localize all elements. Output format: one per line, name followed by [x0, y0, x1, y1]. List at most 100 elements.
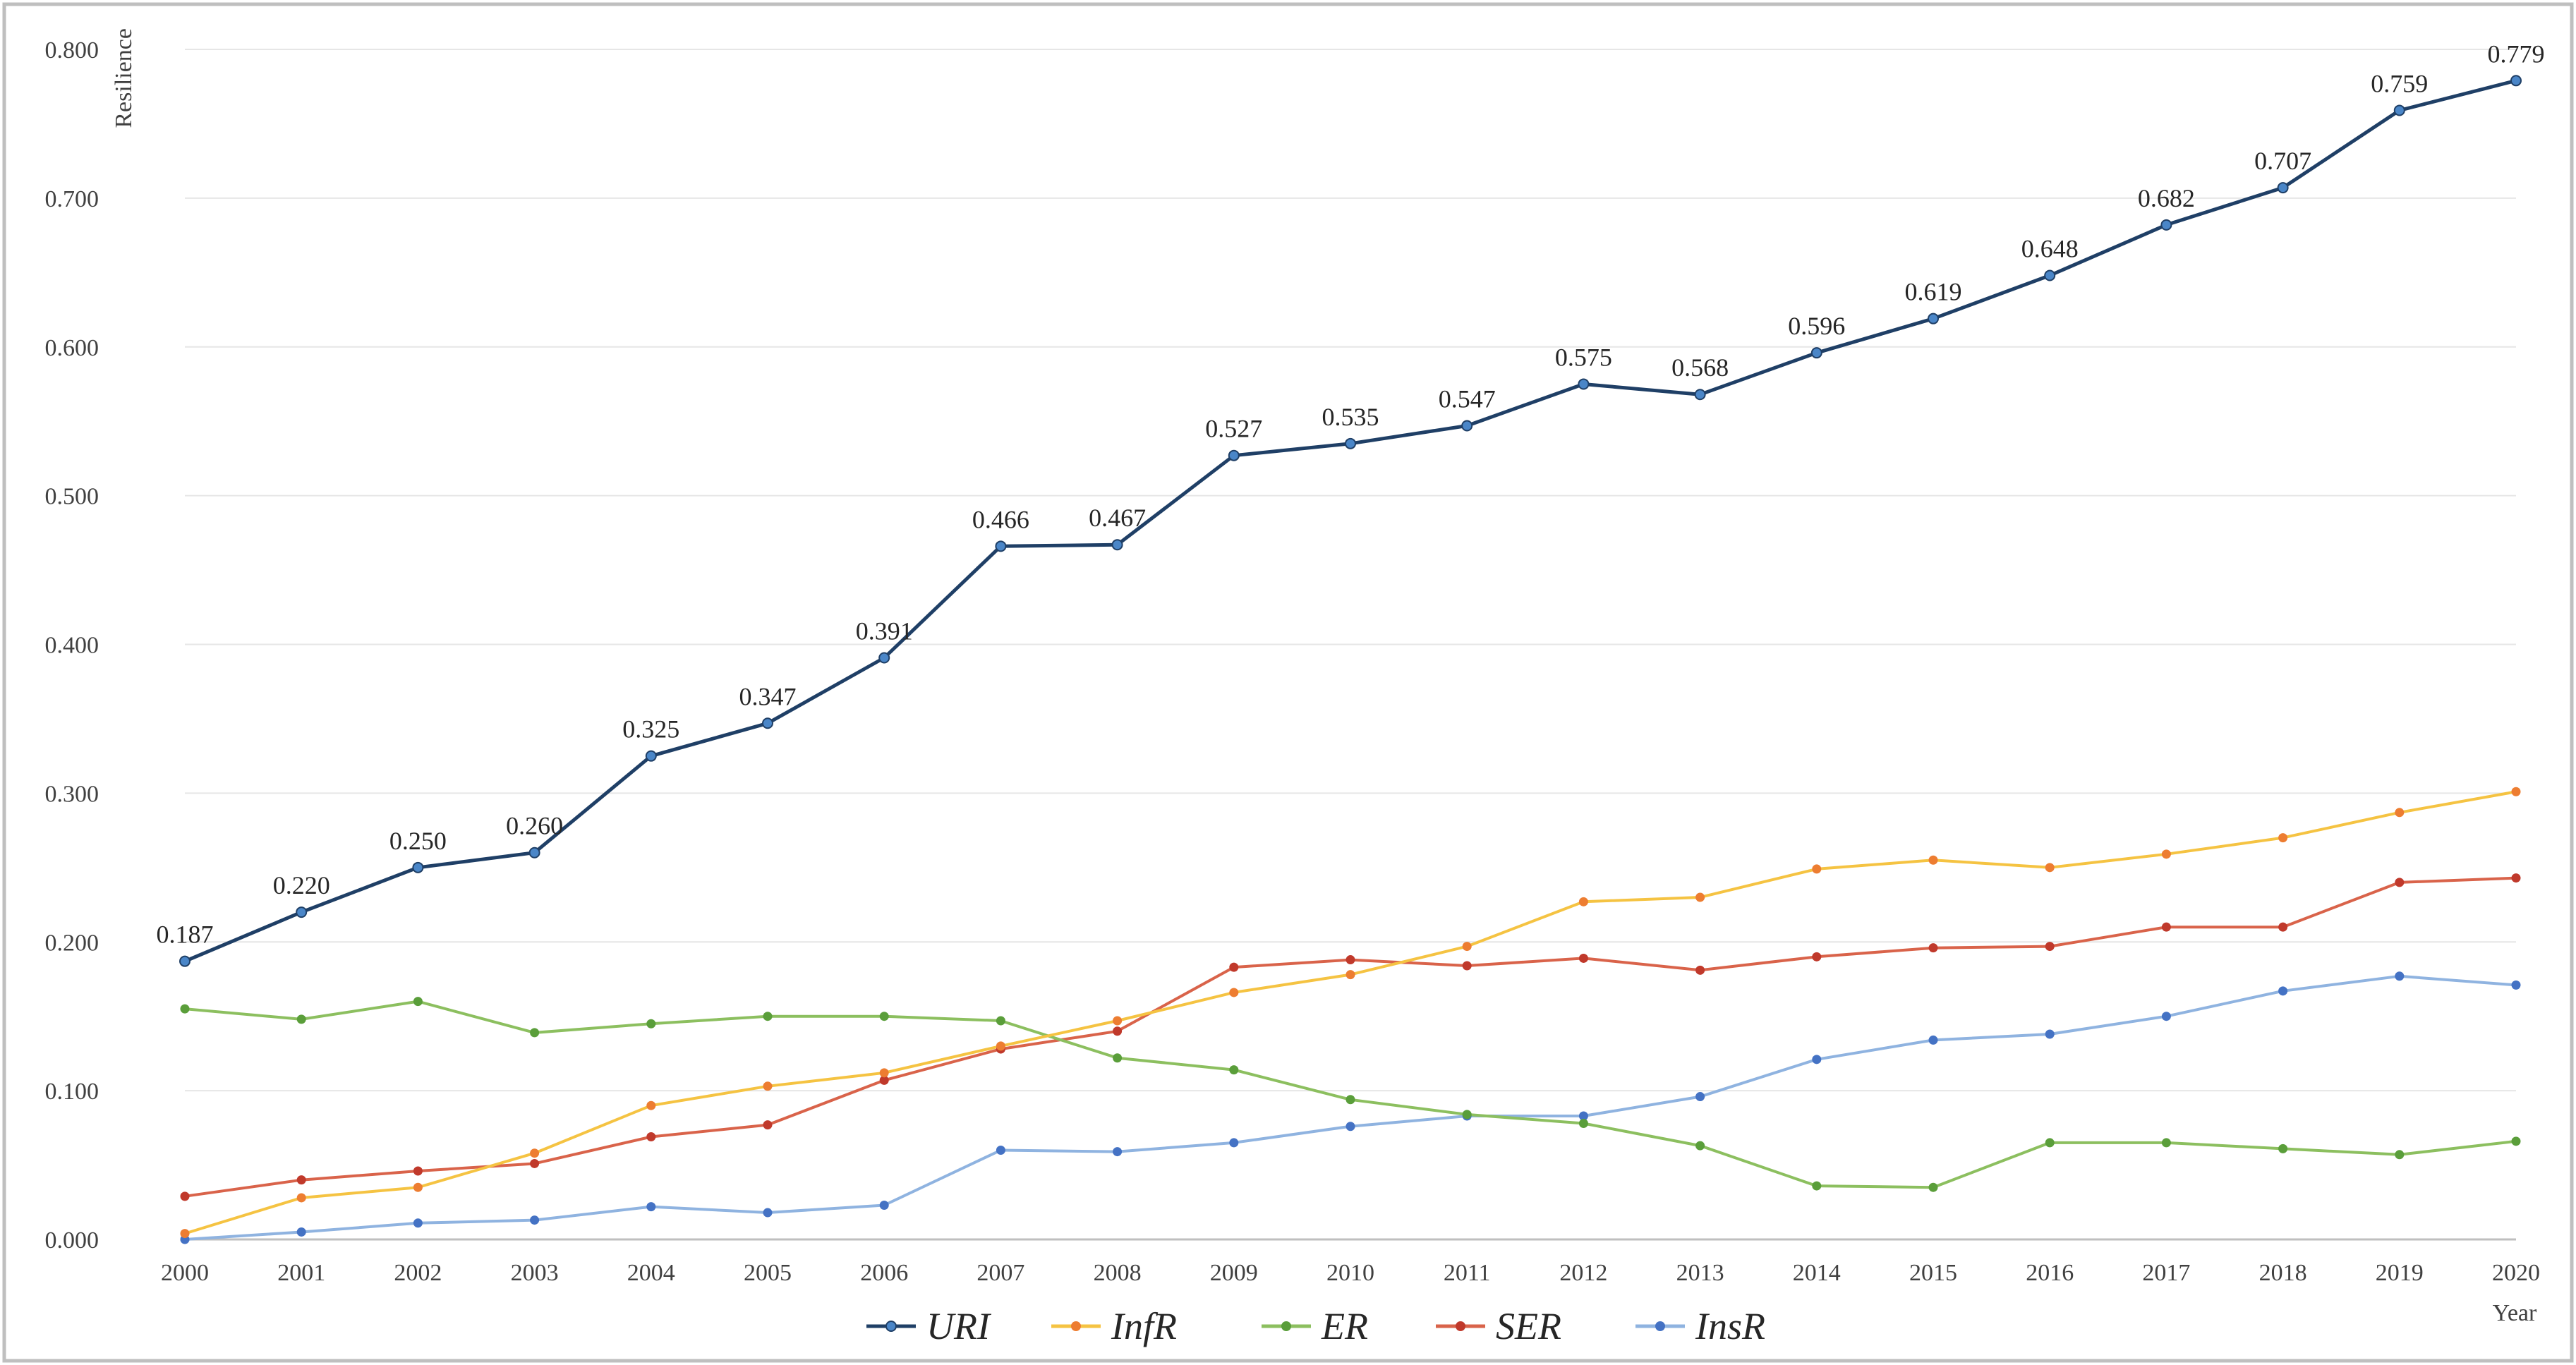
- point-uri-2000: [179, 955, 191, 967]
- x-tick-label: 2010: [1326, 1260, 1374, 1286]
- point-er-2011: [1462, 1110, 1472, 1120]
- point-infr-2012: [1578, 897, 1588, 906]
- data-label-uri-2005: 0.347: [739, 682, 797, 710]
- point-insr-2018: [2278, 986, 2288, 996]
- data-label-uri-2014: 0.596: [1788, 312, 1845, 340]
- data-label-uri-2004: 0.325: [622, 715, 679, 744]
- point-ser-2000: [180, 1191, 190, 1201]
- point-er-2017: [2161, 1138, 2171, 1148]
- point-ser-2019: [2395, 878, 2405, 887]
- data-label-uri-2013: 0.568: [1671, 353, 1729, 382]
- point-infr-2017: [2161, 849, 2171, 859]
- x-tick-label: 2013: [1676, 1260, 1724, 1286]
- point-uri-2018: [2277, 182, 2289, 194]
- point-uri-2013: [1694, 389, 1706, 401]
- x-tick-label: 2007: [976, 1260, 1024, 1286]
- point-insr-2009: [1229, 1138, 1239, 1148]
- legend-label-uri: URI: [926, 1305, 992, 1347]
- y-tick-label: 0.200: [45, 930, 99, 956]
- point-insr-2020: [2511, 980, 2521, 990]
- point-infr-2010: [1346, 970, 1355, 980]
- point-insr-2006: [879, 1200, 889, 1210]
- legend-marker-uri: [885, 1321, 897, 1332]
- data-label-uri-2020: 0.779: [2488, 40, 2545, 68]
- point-insr-2007: [996, 1145, 1005, 1155]
- x-tick-label: 2014: [1793, 1260, 1841, 1286]
- point-infr-2009: [1229, 988, 1239, 997]
- point-infr-2013: [1695, 892, 1705, 902]
- point-er-2013: [1695, 1141, 1705, 1151]
- data-label-uri-2018: 0.707: [2254, 147, 2311, 175]
- point-ser-2005: [763, 1120, 773, 1130]
- point-insr-2004: [646, 1202, 656, 1212]
- data-label-uri-2000: 0.187: [157, 921, 214, 949]
- x-axis-title: Year: [2493, 1300, 2537, 1326]
- x-tick-label: 2016: [2026, 1260, 2074, 1286]
- axes: 0.000 0.100 0.200 0.300 0.400 0.500 0.600 0.700…: [45, 37, 2541, 1286]
- x-tick-label: 2017: [2142, 1260, 2190, 1286]
- point-er-2020: [2511, 1136, 2521, 1146]
- point-insr-2016: [2045, 1029, 2055, 1039]
- point-ser-2008: [1113, 1026, 1123, 1036]
- point-ser-2020: [2511, 873, 2521, 883]
- point-er-2012: [1578, 1119, 1588, 1129]
- point-uri-2009: [1228, 449, 1240, 461]
- x-tick-label: 2000: [161, 1260, 209, 1286]
- point-ser-2016: [2045, 942, 2055, 952]
- gridlines: [185, 49, 2516, 1241]
- point-er-2009: [1229, 1065, 1239, 1075]
- x-tick-label: 2012: [1559, 1260, 1607, 1286]
- y-tick-label: 0.600: [45, 335, 99, 361]
- point-er-2002: [413, 997, 423, 1007]
- x-tick-label: 2005: [744, 1260, 792, 1286]
- point-uri-2001: [296, 906, 308, 918]
- point-ser-2013: [1695, 965, 1705, 975]
- point-insr-2013: [1695, 1092, 1705, 1102]
- x-tick-label: 2015: [1909, 1260, 1957, 1286]
- point-uri-2011: [1461, 420, 1473, 432]
- point-ser-2010: [1346, 955, 1355, 965]
- point-er-2008: [1113, 1053, 1123, 1063]
- legend-marker-er: [1281, 1321, 1291, 1331]
- point-er-2015: [1928, 1182, 1938, 1192]
- x-tick-label: 2004: [627, 1260, 675, 1286]
- data-label-uri-2019: 0.759: [2371, 69, 2428, 97]
- point-insr-2008: [1113, 1147, 1123, 1157]
- x-tick-label: 2006: [860, 1260, 908, 1286]
- point-infr-2011: [1462, 942, 1472, 952]
- data-label-uri-2015: 0.619: [1905, 278, 1962, 306]
- y-tick-label: 0.100: [45, 1079, 99, 1105]
- data-label-uri-2017: 0.682: [2138, 184, 2195, 212]
- point-infr-2000: [180, 1229, 190, 1239]
- point-ser-2009: [1229, 962, 1239, 972]
- point-infr-2014: [1812, 864, 1822, 874]
- point-insr-2019: [2395, 971, 2405, 981]
- x-tick-label: 2019: [2376, 1260, 2424, 1286]
- point-er-2016: [2045, 1138, 2055, 1148]
- y-tick-label: 0.300: [45, 781, 99, 807]
- point-ser-2012: [1578, 953, 1588, 963]
- point-insr-2014: [1812, 1055, 1822, 1064]
- point-ser-2017: [2161, 922, 2171, 932]
- legend-label-insr: InsR: [1695, 1305, 1765, 1347]
- point-uri-2010: [1345, 437, 1356, 449]
- legend-marker-insr: [1655, 1321, 1665, 1331]
- point-er-2005: [763, 1012, 773, 1021]
- point-uri-2020: [2510, 75, 2522, 87]
- legend-label-ser: SER: [1496, 1305, 1561, 1347]
- point-er-2006: [879, 1012, 889, 1021]
- point-infr-2016: [2045, 863, 2055, 873]
- point-uri-2003: [528, 847, 540, 859]
- point-insr-2010: [1346, 1122, 1355, 1132]
- point-er-2010: [1346, 1095, 1355, 1105]
- point-uri-2019: [2393, 104, 2405, 116]
- point-uri-2012: [1578, 378, 1590, 390]
- point-er-2014: [1812, 1181, 1822, 1191]
- point-ser-2001: [296, 1175, 306, 1185]
- point-uri-2017: [2160, 219, 2172, 231]
- legend: URI InfR ER SER InsR: [866, 1305, 1765, 1347]
- legend-marker-infr: [1071, 1321, 1081, 1331]
- x-tick-label: 2001: [277, 1260, 325, 1286]
- point-er-2001: [296, 1014, 306, 1024]
